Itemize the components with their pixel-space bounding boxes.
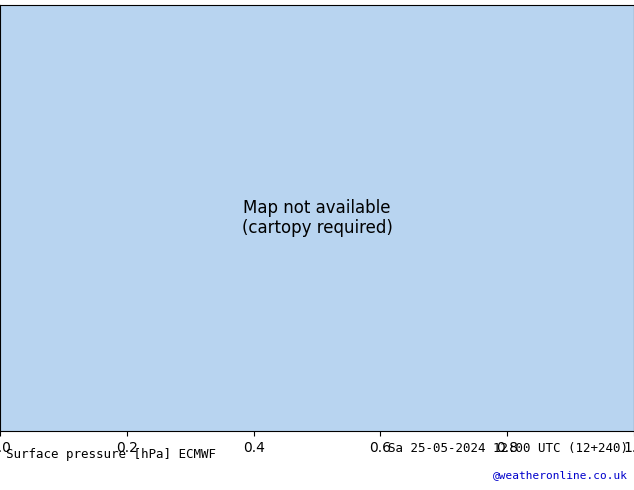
Text: Map not available
(cartopy required): Map not available (cartopy required) — [242, 198, 392, 238]
Text: Surface pressure [hPa] ECMWF: Surface pressure [hPa] ECMWF — [6, 448, 216, 461]
Text: Sa 25-05-2024 12:00 UTC (12+240): Sa 25-05-2024 12:00 UTC (12+240) — [387, 442, 628, 455]
Text: @weatheronline.co.uk: @weatheronline.co.uk — [493, 470, 628, 480]
